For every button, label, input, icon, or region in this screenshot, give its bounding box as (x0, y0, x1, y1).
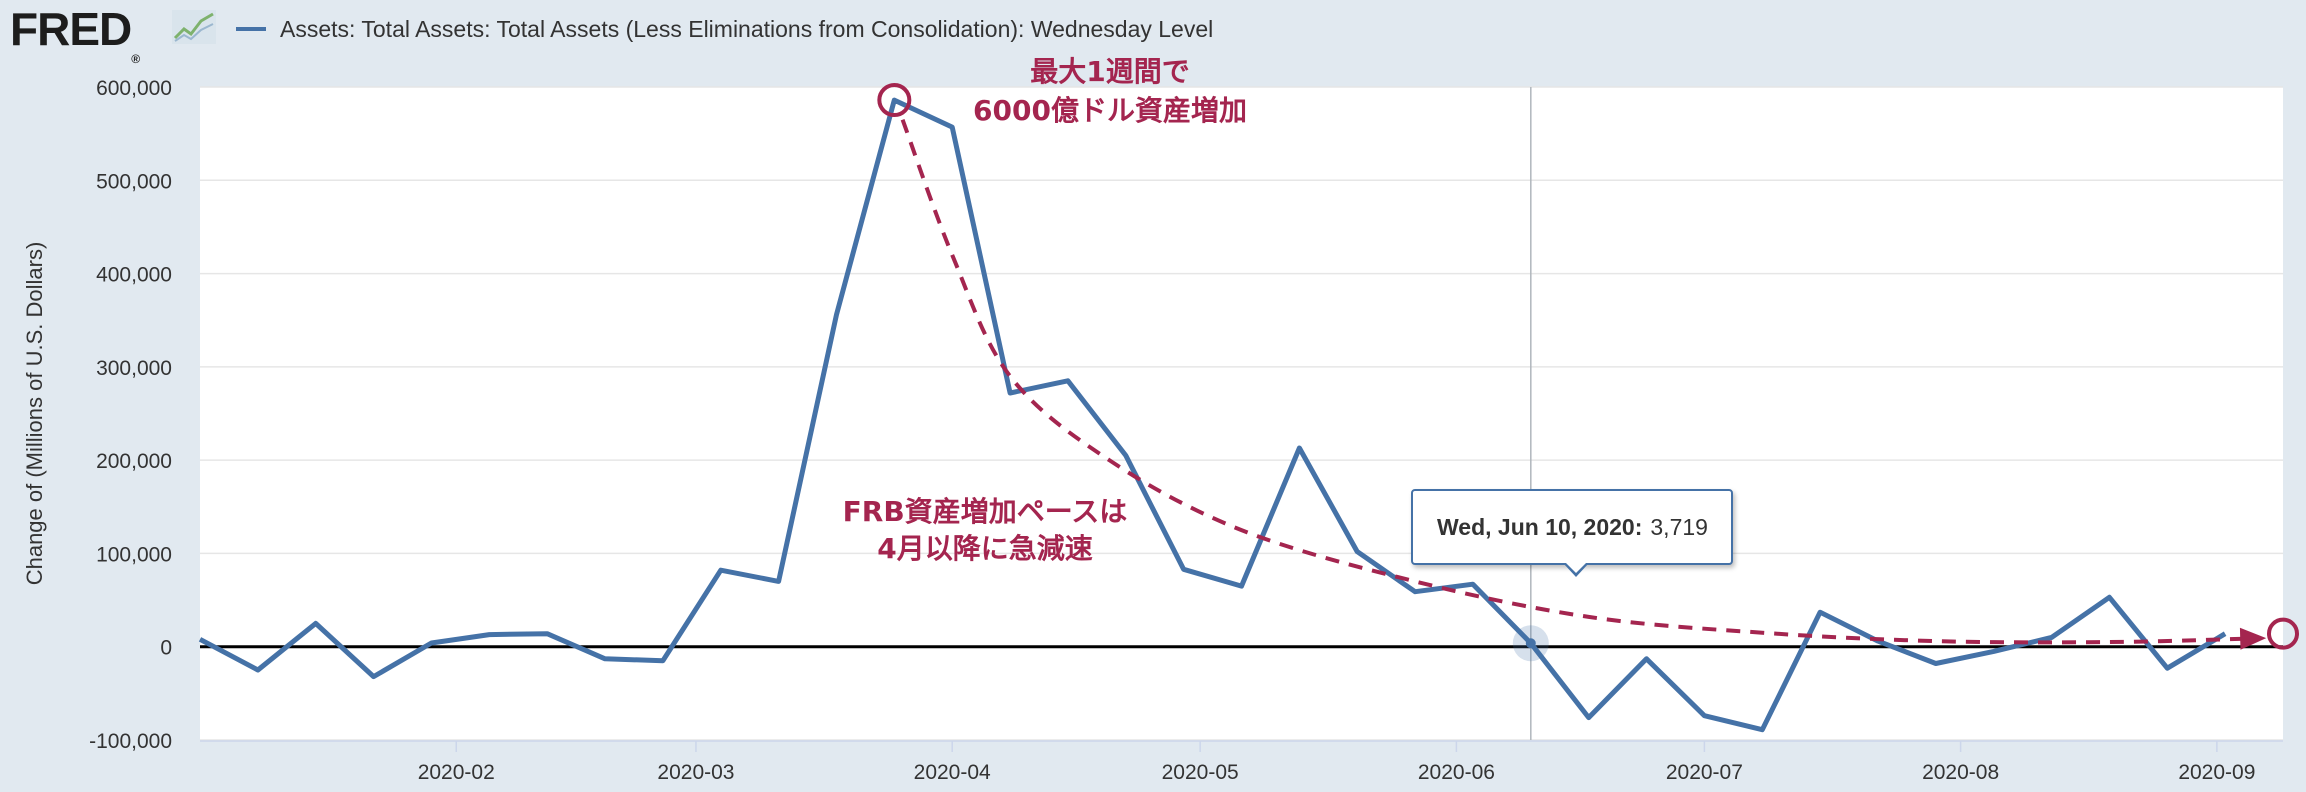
x-tick-label: 2020-09 (2178, 761, 2255, 784)
x-tick-label: 2020-02 (418, 761, 495, 784)
legend-label: Assets: Total Assets: Total Assets (Less… (280, 15, 1214, 42)
registered-mark: ® (131, 52, 140, 66)
x-tick-label: 2020-07 (1666, 761, 1743, 784)
y-tick-label: 300,000 (96, 357, 172, 380)
fred-logo[interactable]: FRED® (10, 3, 140, 66)
y-tick-label: 400,000 (96, 264, 172, 287)
tooltip-value: 3,719 (1650, 513, 1708, 540)
chart-legend[interactable]: Assets: Total Assets: Total Assets (Less… (236, 14, 1213, 44)
fred-logo-text: FRED (10, 3, 132, 55)
annotation-arrow-head (2239, 627, 2267, 650)
y-tick-label: 200,000 (96, 450, 172, 473)
x-tick-label: 2020-03 (657, 761, 734, 784)
annotation-decay-curve (900, 118, 2259, 645)
annotation-peak-circle (877, 83, 912, 118)
plot-area (200, 87, 2283, 740)
x-tick-label: 2020-04 (914, 761, 991, 784)
x-tick-label: 2020-06 (1418, 761, 1495, 784)
hover-point[interactable] (1525, 638, 1536, 649)
y-tick-label: 0 (160, 637, 172, 660)
y-tick-label: 100,000 (96, 543, 172, 566)
y-tick-label: 600,000 (96, 77, 172, 100)
x-tick-label: 2020-08 (1922, 761, 1999, 784)
hover-tooltip: Wed, Jun 10, 2020: 3,719 (1411, 489, 1733, 577)
x-axis: 2020-02 2020-03 2020-04 2020-05 2020-06 2020-… (200, 740, 2283, 784)
annotation-top-line2: 6000億ドル資産増加 (973, 94, 1247, 127)
y-tick-label: -100,000 (89, 730, 172, 753)
annotation-mid-line1: FRB資産増加ペースは (843, 495, 1128, 528)
tooltip-date: Wed, Jun 10, 2020: (1437, 513, 1643, 540)
series-line (198, 97, 2227, 733)
annotation-top-line1: 最大1週間で (1030, 55, 1189, 88)
annotation-end-circle (2267, 617, 2299, 650)
y-axis-label: Change of (Millions of U.S. Dollars) (22, 242, 47, 586)
annotation-mid-line2: 4月以降に急減速 (877, 532, 1092, 565)
legend-swatch (236, 27, 266, 31)
y-tick-label: 500,000 (96, 170, 172, 193)
y-axis: -100,000 0 100,000 200,000 300,000 400,000 500… (89, 77, 172, 753)
x-tick-label: 2020-05 (1162, 761, 1239, 784)
chart-header: FRED® Assets: Total Assets: Total Assets… (0, 0, 2306, 66)
fred-graph-icon (172, 10, 216, 44)
gridlines (200, 86, 2283, 741)
